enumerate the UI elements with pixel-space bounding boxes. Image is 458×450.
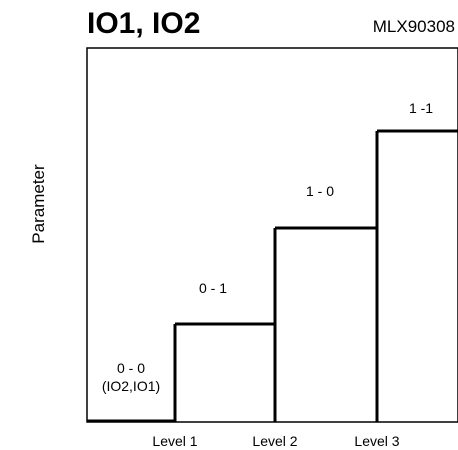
- state-label-1: 0 - 1: [199, 280, 227, 296]
- tick-level-3: Level 3: [354, 433, 399, 449]
- y-axis-label: Parameter: [29, 164, 48, 244]
- plot-frame: [86, 47, 458, 423]
- state-label-2: 1 - 0: [306, 183, 334, 199]
- state-sublabel-0: (IO2,IO1): [102, 378, 160, 394]
- diagram-title: IO1, IO2: [87, 7, 200, 40]
- tick-level-1: Level 1: [152, 433, 197, 449]
- state-label-3: 1 -1: [409, 100, 433, 116]
- product-code: MLX90308: [373, 17, 455, 36]
- tick-level-2: Level 2: [252, 433, 297, 449]
- state-label-0: 0 - 0: [117, 360, 145, 376]
